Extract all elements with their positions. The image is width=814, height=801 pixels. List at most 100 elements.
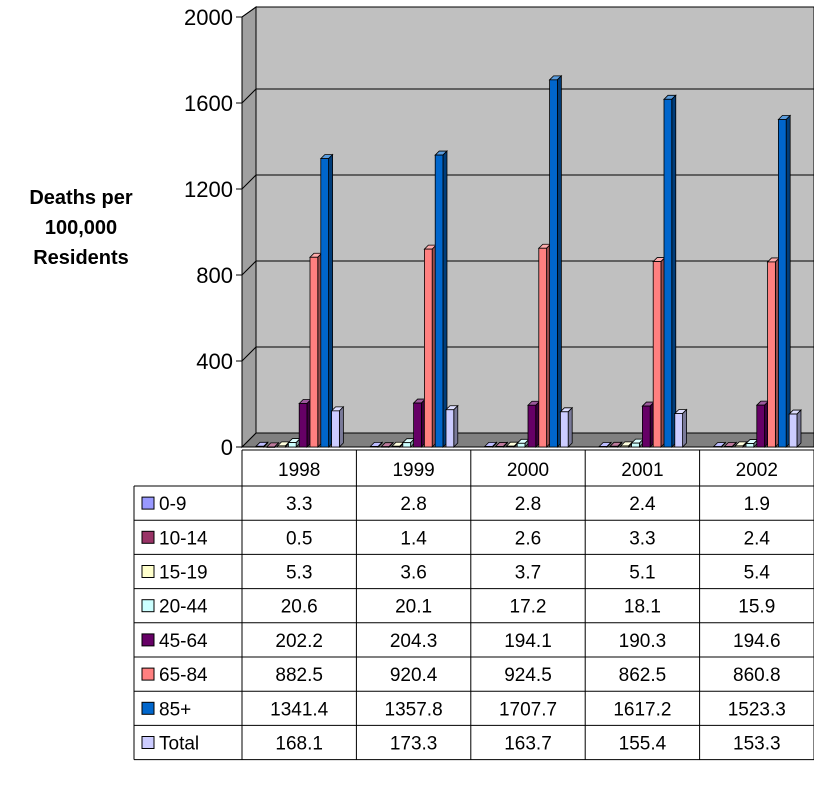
bar-front bbox=[309, 256, 319, 448]
y-tick-label: 0 bbox=[221, 435, 233, 460]
y-axis-label: Deaths per 100,000 Residents bbox=[0, 183, 162, 273]
table-cell-10-14-2001: 3.3 bbox=[629, 528, 655, 549]
bar-front bbox=[369, 445, 379, 448]
bar-front bbox=[767, 261, 776, 448]
bar-front bbox=[674, 413, 683, 448]
y-tick-label: 800 bbox=[196, 263, 233, 288]
bar-front bbox=[527, 404, 537, 448]
bar-65-84-2002 bbox=[766, 256, 781, 448]
table-header-2000: 2000 bbox=[507, 460, 549, 481]
table-cell-45-64-2002: 194.6 bbox=[733, 631, 781, 652]
gridline-diagonal bbox=[241, 174, 257, 190]
table-cell-15-19-1998: 5.3 bbox=[286, 563, 312, 584]
bar-front bbox=[788, 413, 798, 448]
bar-front bbox=[266, 446, 275, 448]
table-cell-85+-1998: 1341.4 bbox=[270, 699, 329, 720]
bar-front bbox=[380, 446, 390, 448]
legend-label-15-19: 15-19 bbox=[159, 563, 208, 584]
bar-side bbox=[453, 404, 459, 448]
table-cell-45-64-2001: 190.3 bbox=[619, 631, 667, 652]
bar-85+-2001 bbox=[663, 94, 677, 448]
bar-front bbox=[620, 445, 629, 448]
legend-key-0-9 bbox=[141, 496, 155, 510]
bar-front bbox=[298, 403, 308, 448]
table-cell-0-9-2002: 1.9 bbox=[744, 494, 770, 515]
gridline-diagonal bbox=[241, 260, 257, 276]
table-header-1998: 1998 bbox=[278, 460, 320, 481]
bar-front bbox=[756, 404, 765, 448]
table-cell-65-84-1999: 920.4 bbox=[390, 665, 438, 686]
gridline-diagonal bbox=[241, 6, 257, 18]
table-cell-20-44-1999: 20.1 bbox=[395, 597, 432, 618]
bar-front bbox=[713, 446, 722, 448]
bar-0-9-2001 bbox=[598, 441, 612, 448]
bar-85+-1998 bbox=[319, 153, 334, 448]
y-tick-label: 1200 bbox=[184, 177, 233, 202]
table-cell-Total-2000: 163.7 bbox=[504, 734, 552, 755]
bar-65-84-1998 bbox=[309, 252, 323, 448]
table-cell-85+-1999: 1357.8 bbox=[385, 699, 443, 720]
bar-front bbox=[734, 445, 744, 448]
bar-45-64-2002 bbox=[755, 400, 770, 448]
legend-key-65-84 bbox=[141, 667, 155, 681]
bar-front bbox=[413, 402, 422, 448]
bar-10-14-1998 bbox=[265, 441, 280, 448]
bar-front bbox=[745, 443, 755, 448]
y-tick-label: 400 bbox=[196, 349, 233, 374]
table-header-1999: 1999 bbox=[392, 460, 434, 481]
table-cell-Total-1999: 173.3 bbox=[390, 734, 438, 755]
bar-20-44-2002 bbox=[745, 438, 759, 448]
legend-key-20-44 bbox=[141, 599, 155, 613]
bar-front bbox=[631, 442, 640, 448]
legend-label-45-64: 45-64 bbox=[159, 631, 208, 652]
legend-key-15-19 bbox=[141, 565, 155, 578]
bar-front bbox=[484, 445, 493, 448]
table-cell-10-14-2000: 2.6 bbox=[515, 528, 541, 549]
table-cell-45-64-1999: 204.3 bbox=[390, 631, 438, 652]
table-cell-45-64-1998: 202.2 bbox=[275, 631, 323, 652]
bar-65-84-1999 bbox=[423, 244, 438, 448]
bar-front bbox=[778, 119, 787, 448]
table-cell-15-19-2000: 3.7 bbox=[515, 563, 541, 584]
table-cell-15-19-2001: 5.1 bbox=[629, 563, 655, 584]
bar-45-64-1998 bbox=[298, 398, 312, 448]
table-cell-Total-1998: 168.1 bbox=[275, 734, 323, 755]
legend-label-0-9: 0-9 bbox=[159, 494, 186, 515]
bar-front bbox=[516, 442, 526, 448]
bar-front bbox=[391, 445, 401, 448]
table-cell-85+-2001: 1617.2 bbox=[613, 699, 671, 720]
bar-front bbox=[609, 445, 619, 448]
bar-45-64-2000 bbox=[527, 400, 541, 448]
legend-label-85+: 85+ bbox=[159, 699, 191, 720]
table-cell-85+-2002: 1523.3 bbox=[728, 699, 786, 720]
bar-front bbox=[423, 248, 433, 448]
bar-10-14-2000 bbox=[494, 441, 509, 448]
table-cell-10-14-2002: 2.4 bbox=[744, 528, 771, 549]
bar-front bbox=[505, 445, 515, 448]
bar-side bbox=[567, 406, 573, 448]
legend-label-Total: Total bbox=[159, 734, 199, 755]
bar-front bbox=[724, 446, 733, 448]
bar-85+-2002 bbox=[777, 114, 792, 448]
bar-front bbox=[445, 409, 455, 448]
bar-side bbox=[556, 74, 562, 448]
bar-front bbox=[538, 247, 547, 448]
bar-front bbox=[549, 79, 558, 448]
bar-Total-2002 bbox=[788, 409, 802, 448]
bar-front bbox=[663, 98, 673, 448]
bar-front bbox=[277, 445, 286, 448]
bar-side bbox=[682, 408, 687, 448]
table-cell-20-44-2001: 18.1 bbox=[624, 597, 661, 618]
bar-85+-1999 bbox=[434, 150, 448, 448]
table-header-2001: 2001 bbox=[621, 460, 663, 481]
bar-front bbox=[495, 446, 504, 448]
bar-65-84-2000 bbox=[537, 243, 552, 448]
bar-85+-2000 bbox=[548, 74, 563, 448]
table-cell-20-44-2000: 17.2 bbox=[510, 597, 547, 618]
bar-Total-1998 bbox=[330, 405, 345, 448]
table-cell-20-44-2002: 15.9 bbox=[738, 597, 775, 618]
table-header-2002: 2002 bbox=[736, 460, 778, 481]
table-cell-Total-2001: 155.4 bbox=[619, 734, 667, 755]
y-tick-label: 1600 bbox=[184, 91, 233, 116]
